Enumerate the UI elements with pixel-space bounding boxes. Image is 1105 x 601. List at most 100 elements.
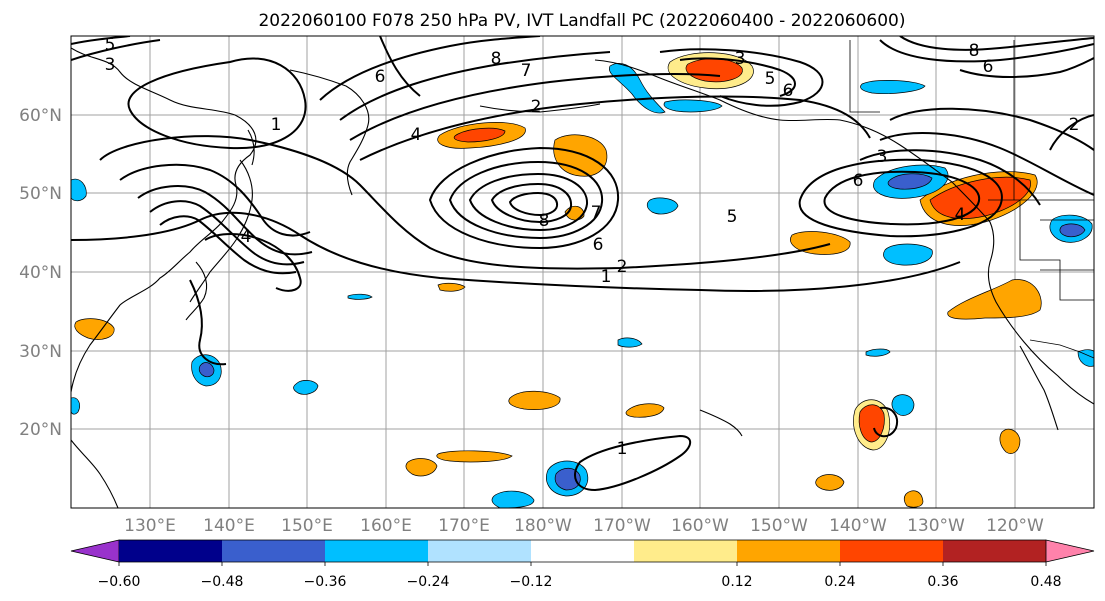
shade-positive xyxy=(508,390,561,410)
lon-label: 160°E xyxy=(360,516,412,536)
pv-contour xyxy=(823,170,981,226)
colorbar: −0.60 −0.48 −0.36 −0.24 −0.12 0.12 0.24 0.36 0.4… xyxy=(70,539,1095,590)
shade-positive xyxy=(858,404,885,443)
contour-label: 5 xyxy=(765,69,776,89)
contour-label: 6 xyxy=(983,57,994,77)
pv-contour xyxy=(319,36,541,101)
pv-contour xyxy=(574,434,692,492)
colorbar-outline xyxy=(119,539,1046,563)
lat-label: 50°N xyxy=(19,184,62,204)
coastline-na-west xyxy=(951,181,1094,405)
colorbar-tick-label: −0.60 xyxy=(98,574,141,590)
lon-label: 140°E xyxy=(203,516,255,536)
shade-negative xyxy=(663,99,723,113)
colorbar-swatch xyxy=(840,540,944,562)
shade-negative xyxy=(887,173,933,190)
pv-contour xyxy=(899,36,1094,51)
coastline-asia xyxy=(71,47,257,393)
shade-negative xyxy=(646,197,679,215)
map-area: 5 3 6 8 7 2 4 1 3 5 6 8 6 2 3 6 4 5 8 7 xyxy=(70,35,1095,509)
shade-negative xyxy=(198,362,215,378)
shade-negative xyxy=(347,293,373,300)
shade-positive xyxy=(405,458,438,477)
colorbar-tick-label: −0.12 xyxy=(510,574,553,590)
contour-label: 8 xyxy=(969,41,980,61)
colorbar-swatch xyxy=(737,540,841,562)
shade-negative xyxy=(71,397,80,415)
colorbar-swatch xyxy=(119,540,223,562)
contour-label: 8 xyxy=(491,49,502,69)
pv-contour xyxy=(659,48,824,107)
colorbar-tick-label: −0.24 xyxy=(407,574,450,590)
pv-contour xyxy=(149,200,305,266)
coastline-baja xyxy=(1019,345,1059,431)
colorbar-tick-label: 0.36 xyxy=(927,574,958,590)
shade-negative xyxy=(891,394,915,416)
contour-label: 5 xyxy=(727,207,738,227)
colorbar-swatch xyxy=(531,540,635,562)
pv-contour xyxy=(508,191,559,217)
colorbar-tick-labels: −0.60 −0.48 −0.36 −0.24 −0.12 0.12 0.24 0.36 0.4… xyxy=(98,562,1062,590)
contour-label: 6 xyxy=(593,235,604,255)
shade-negative xyxy=(865,348,891,357)
contour-label: 4 xyxy=(241,227,252,247)
shade-positive xyxy=(74,318,115,340)
pv-contour xyxy=(1049,114,1094,151)
lat-label: 60°N xyxy=(19,106,62,126)
pv-contours xyxy=(71,36,1094,492)
pv-contour xyxy=(159,215,297,275)
lon-label: 120°W xyxy=(986,516,1044,536)
shade-negative xyxy=(883,243,933,266)
pv-contour xyxy=(359,95,871,161)
pv-contour xyxy=(99,135,831,270)
longitude-labels: 130°E 140°E 150°E 160°E 170°E 180°W 170°… xyxy=(124,516,1044,536)
pv-contour xyxy=(428,146,620,250)
pv-contour xyxy=(468,172,589,232)
coastline-hawaii xyxy=(699,409,743,437)
gridlines xyxy=(71,36,1094,508)
contour-label: 4 xyxy=(411,125,422,145)
contour-label: 7 xyxy=(521,61,532,81)
border-states-1 xyxy=(1019,200,1094,301)
coastline-korea xyxy=(185,261,208,321)
lon-label: 180°W xyxy=(514,516,572,536)
colorbar-tick-label: 0.24 xyxy=(824,574,855,590)
shade-positive xyxy=(436,450,513,463)
pv-contour xyxy=(490,182,573,224)
pv-contour xyxy=(448,160,604,240)
pv-contour xyxy=(127,57,307,150)
contour-label: 8 xyxy=(539,211,550,231)
latitude-labels: 60°N 50°N 40°N 30°N 20°N xyxy=(19,106,62,440)
contour-label: 7 xyxy=(591,203,602,223)
pv-contour xyxy=(339,51,611,121)
contour-label: 3 xyxy=(877,147,888,167)
colorbar-swatch xyxy=(428,540,532,562)
colorbar-swatch xyxy=(943,540,1047,562)
pv-contour xyxy=(349,73,721,141)
pv-contour xyxy=(798,158,1003,238)
shade-positive xyxy=(903,490,924,508)
shade-negative xyxy=(71,178,87,202)
coastline-aleutians xyxy=(479,103,601,113)
colorbar-tick-label: −0.48 xyxy=(201,574,244,590)
lon-label: 150°W xyxy=(750,516,808,536)
shade-positive xyxy=(999,428,1021,454)
shade-positive xyxy=(625,403,665,418)
pv-contour xyxy=(204,233,302,292)
lon-label: 160°W xyxy=(671,516,729,536)
shade-positive xyxy=(790,231,851,255)
colorbar-tick-label: 0.48 xyxy=(1030,574,1061,590)
lon-label: 170°E xyxy=(438,516,490,536)
coastlines xyxy=(71,47,1094,508)
pv-contour xyxy=(119,163,311,237)
lon-label: 150°E xyxy=(281,516,333,536)
lon-label: 170°W xyxy=(593,516,651,536)
shade-negative xyxy=(1077,349,1094,367)
contour-label: 2 xyxy=(531,97,542,117)
contour-label: 2 xyxy=(617,257,628,277)
shade-positive xyxy=(815,474,845,491)
shade-negative xyxy=(491,490,535,508)
colorbar-tick-label: 0.12 xyxy=(721,574,752,590)
shade-negative xyxy=(293,380,319,395)
